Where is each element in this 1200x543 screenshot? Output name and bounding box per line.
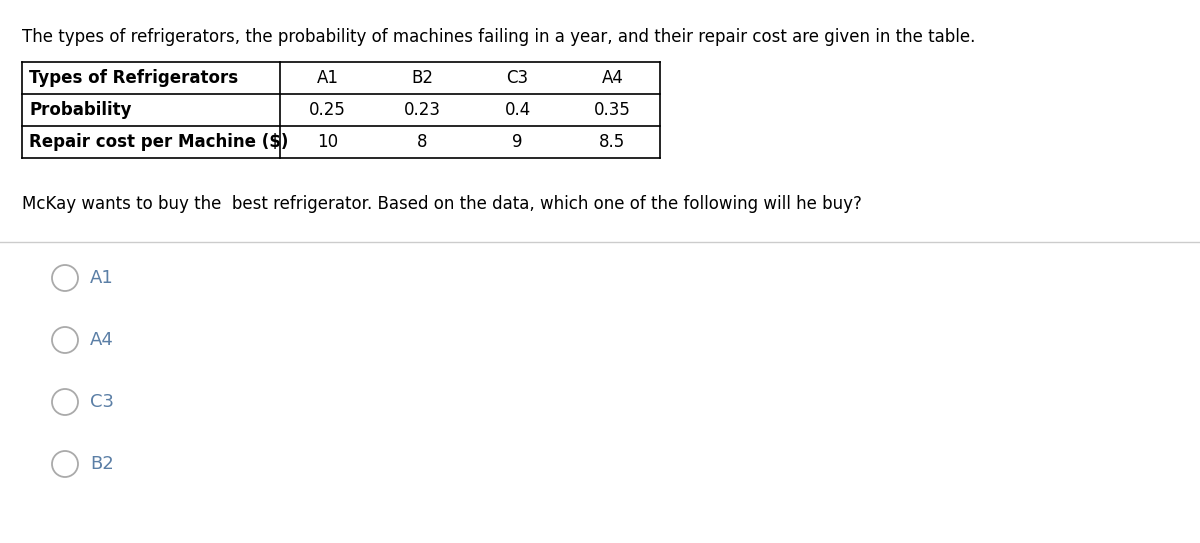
Text: 0.23: 0.23 [404,101,442,119]
Text: A1: A1 [317,69,338,87]
Text: 9: 9 [512,133,523,151]
Text: The types of refrigerators, the probability of machines failing in a year, and t: The types of refrigerators, the probabil… [22,28,976,46]
Text: 0.25: 0.25 [310,101,346,119]
Text: 8.5: 8.5 [599,133,625,151]
Text: 8: 8 [418,133,427,151]
Text: Probability: Probability [29,101,132,119]
Text: A4: A4 [90,331,114,349]
Text: B2: B2 [412,69,433,87]
Text: 0.35: 0.35 [594,101,631,119]
Text: Types of Refrigerators: Types of Refrigerators [29,69,238,87]
Text: 10: 10 [317,133,338,151]
Text: 0.4: 0.4 [504,101,530,119]
Text: McKay wants to buy the  best refrigerator. Based on the data, which one of the f: McKay wants to buy the best refrigerator… [22,195,862,213]
Text: A1: A1 [90,269,114,287]
Text: B2: B2 [90,455,114,473]
Text: C3: C3 [506,69,528,87]
Text: C3: C3 [90,393,114,411]
Text: A4: A4 [601,69,624,87]
Text: Repair cost per Machine ($): Repair cost per Machine ($) [29,133,288,151]
